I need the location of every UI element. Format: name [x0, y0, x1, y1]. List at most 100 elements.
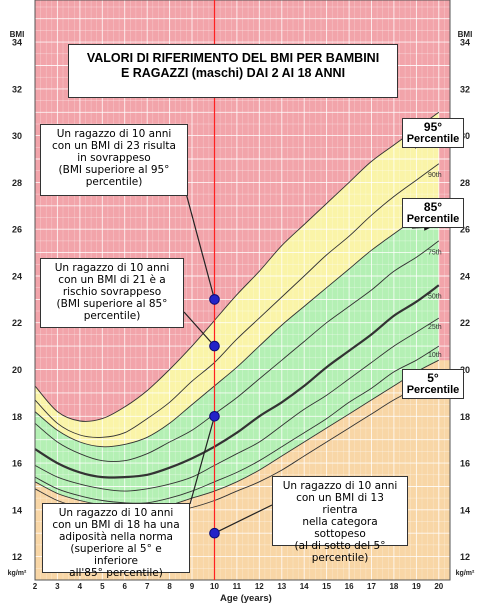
- y-tick-label-left: 12: [12, 552, 22, 562]
- curve-label-75th: 75th: [428, 249, 442, 256]
- callout-underweight: Un ragazzo di 10 anni con un BMI di 13 r…: [272, 476, 408, 564]
- leader-line: [185, 192, 216, 300]
- y-tick-label-right: 22: [460, 318, 470, 328]
- x-tick-label: 7: [145, 582, 150, 591]
- x-axis-label: Age (years): [220, 593, 272, 604]
- y-unit-label-left: kg/m²: [8, 570, 27, 577]
- plot-frame: [34, 0, 451, 581]
- curve-label-50th: 50th: [428, 294, 442, 301]
- x-tick-label: 5: [100, 582, 105, 591]
- x-tick-label: 16: [345, 582, 354, 591]
- y-tick-label-left: 16: [12, 459, 22, 469]
- callout-overweight: Un ragazzo di 10 anni con un BMI di 23 r…: [40, 124, 188, 196]
- callout-line: nella categora sottopeso: [302, 516, 378, 540]
- y-axis-label-left: BMI: [10, 30, 25, 39]
- curve-95th: [34, 111, 440, 422]
- curve-label-10th: 10th: [428, 352, 442, 359]
- x-tick-label: 14: [300, 582, 309, 591]
- y-tick-label-right: 20: [460, 365, 470, 375]
- curve-25th: [34, 317, 440, 492]
- callout-line: con un BMI di 21 è a: [58, 274, 166, 286]
- y-tick-label-left: 34: [12, 38, 22, 48]
- callout-line: Un ragazzo di 10 anni: [56, 128, 172, 140]
- curve-85th: [34, 198, 440, 448]
- callout-line: Un ragazzo di 10 anni: [58, 507, 174, 519]
- callout-line: percentile): [311, 552, 369, 564]
- percentile-number: 5°: [427, 371, 439, 385]
- percentile-number: 95°: [423, 120, 443, 134]
- y-tick-label-right: 30: [460, 131, 470, 141]
- percentile-box-5: 5° Percentile: [402, 369, 464, 399]
- y-tick-label-left: 26: [12, 225, 22, 235]
- data-point: [209, 411, 220, 422]
- y-tick-label-right: 26: [460, 225, 470, 235]
- curve-label-90th: 90th: [428, 172, 442, 179]
- data-point: [209, 527, 220, 539]
- callout-line: con un BMI di 23 risulta: [52, 140, 176, 152]
- data-point: [209, 340, 220, 352]
- callout-line: percentile): [83, 310, 141, 322]
- callout-line: (BMI superiore al 85°: [56, 298, 168, 310]
- y-tick-label-left: 32: [12, 84, 22, 94]
- curve-10th: [34, 345, 440, 504]
- x-tick-label: 4: [78, 582, 83, 591]
- x-tick-label: 6: [122, 582, 127, 591]
- x-tick-label: 8: [167, 582, 172, 591]
- y-tick-label-right: 24: [460, 272, 470, 282]
- callout-line: (BMI superiore al 95°: [58, 164, 170, 176]
- y-tick-label-left: 22: [12, 318, 22, 328]
- callout-line: all'85° percentile): [69, 567, 163, 579]
- callout-line: in sovrappeso: [77, 152, 151, 164]
- chart-title-line1: VALORI DI RIFERIMENTO DEL BMI PER BAMBIN…: [86, 51, 380, 65]
- percentile-word: Percentile: [406, 384, 460, 396]
- leader-line: [183, 311, 215, 347]
- callout-line: (al di sotto del 5°: [294, 540, 386, 552]
- y-tick-label-right: 14: [460, 505, 470, 515]
- y-tick-label-left: 28: [12, 178, 22, 188]
- y-tick-label-left: 24: [12, 272, 22, 282]
- leader-line: [214, 504, 273, 534]
- data-point: [209, 294, 220, 305]
- callout-risk-overweight: Un ragazzo di 10 anni con un BMI di 21 è…: [40, 258, 184, 328]
- y-tick-label-left: 18: [12, 412, 22, 422]
- y-tick-label-right: 28: [460, 178, 470, 188]
- callout-line: rischio sovrappeso: [62, 286, 162, 298]
- x-tick-label: 2: [33, 582, 38, 591]
- x-tick-label: 15: [322, 582, 331, 591]
- curve-90th: [34, 163, 440, 438]
- x-tick-label: 9: [190, 582, 195, 591]
- callout-normal: Un ragazzo di 10 anni con un BMI di 18 h…: [42, 503, 190, 579]
- curve-75th: [34, 240, 440, 463]
- callout-line: Un ragazzo di 10 anni: [282, 480, 398, 492]
- callout-line: con un BMI di 18 ha una: [52, 519, 180, 531]
- x-tick-label: 20: [434, 582, 443, 591]
- callout-line: percentile): [85, 176, 143, 188]
- leader-line: [189, 416, 216, 505]
- callout-line: Un ragazzo di 10 anni: [54, 262, 170, 274]
- chart-title: VALORI DI RIFERIMENTO DEL BMI PER BAMBIN…: [68, 44, 398, 98]
- curve-50th: [34, 284, 440, 479]
- x-tick-label: 18: [389, 582, 398, 591]
- callout-line: adiposità nella norma: [59, 531, 173, 543]
- x-tick-label: 10: [210, 582, 219, 591]
- y-axis-label-right: BMI: [458, 30, 473, 39]
- chart-title-line2: E RAGAZZI (maschi) DAI 2 AI 18 ANNI: [120, 66, 346, 80]
- x-tick-label: 12: [255, 582, 264, 591]
- y-tick-label-right: 34: [460, 38, 470, 48]
- callout-line: (superiore al 5° e inferiore: [70, 543, 162, 567]
- percentile-number: 85°: [423, 200, 443, 214]
- y-tick-label-left: 20: [12, 365, 22, 375]
- percentile-box-85: 85° Percentile: [402, 198, 464, 228]
- y-tick-label-right: 32: [460, 84, 470, 94]
- x-tick-label: 17: [367, 582, 376, 591]
- y-tick-label-left: 30: [12, 131, 22, 141]
- x-tick-label: 19: [412, 582, 421, 591]
- percentile-box-95: 95° Percentile: [402, 118, 464, 148]
- percentile-word: Percentile: [406, 213, 460, 225]
- y-tick-label-right: 12: [460, 552, 470, 562]
- y-tick-label-right: 18: [460, 412, 470, 422]
- x-tick-label: 3: [55, 582, 60, 591]
- y-tick-label-right: 16: [460, 459, 470, 469]
- percentile-word: Percentile: [406, 133, 460, 145]
